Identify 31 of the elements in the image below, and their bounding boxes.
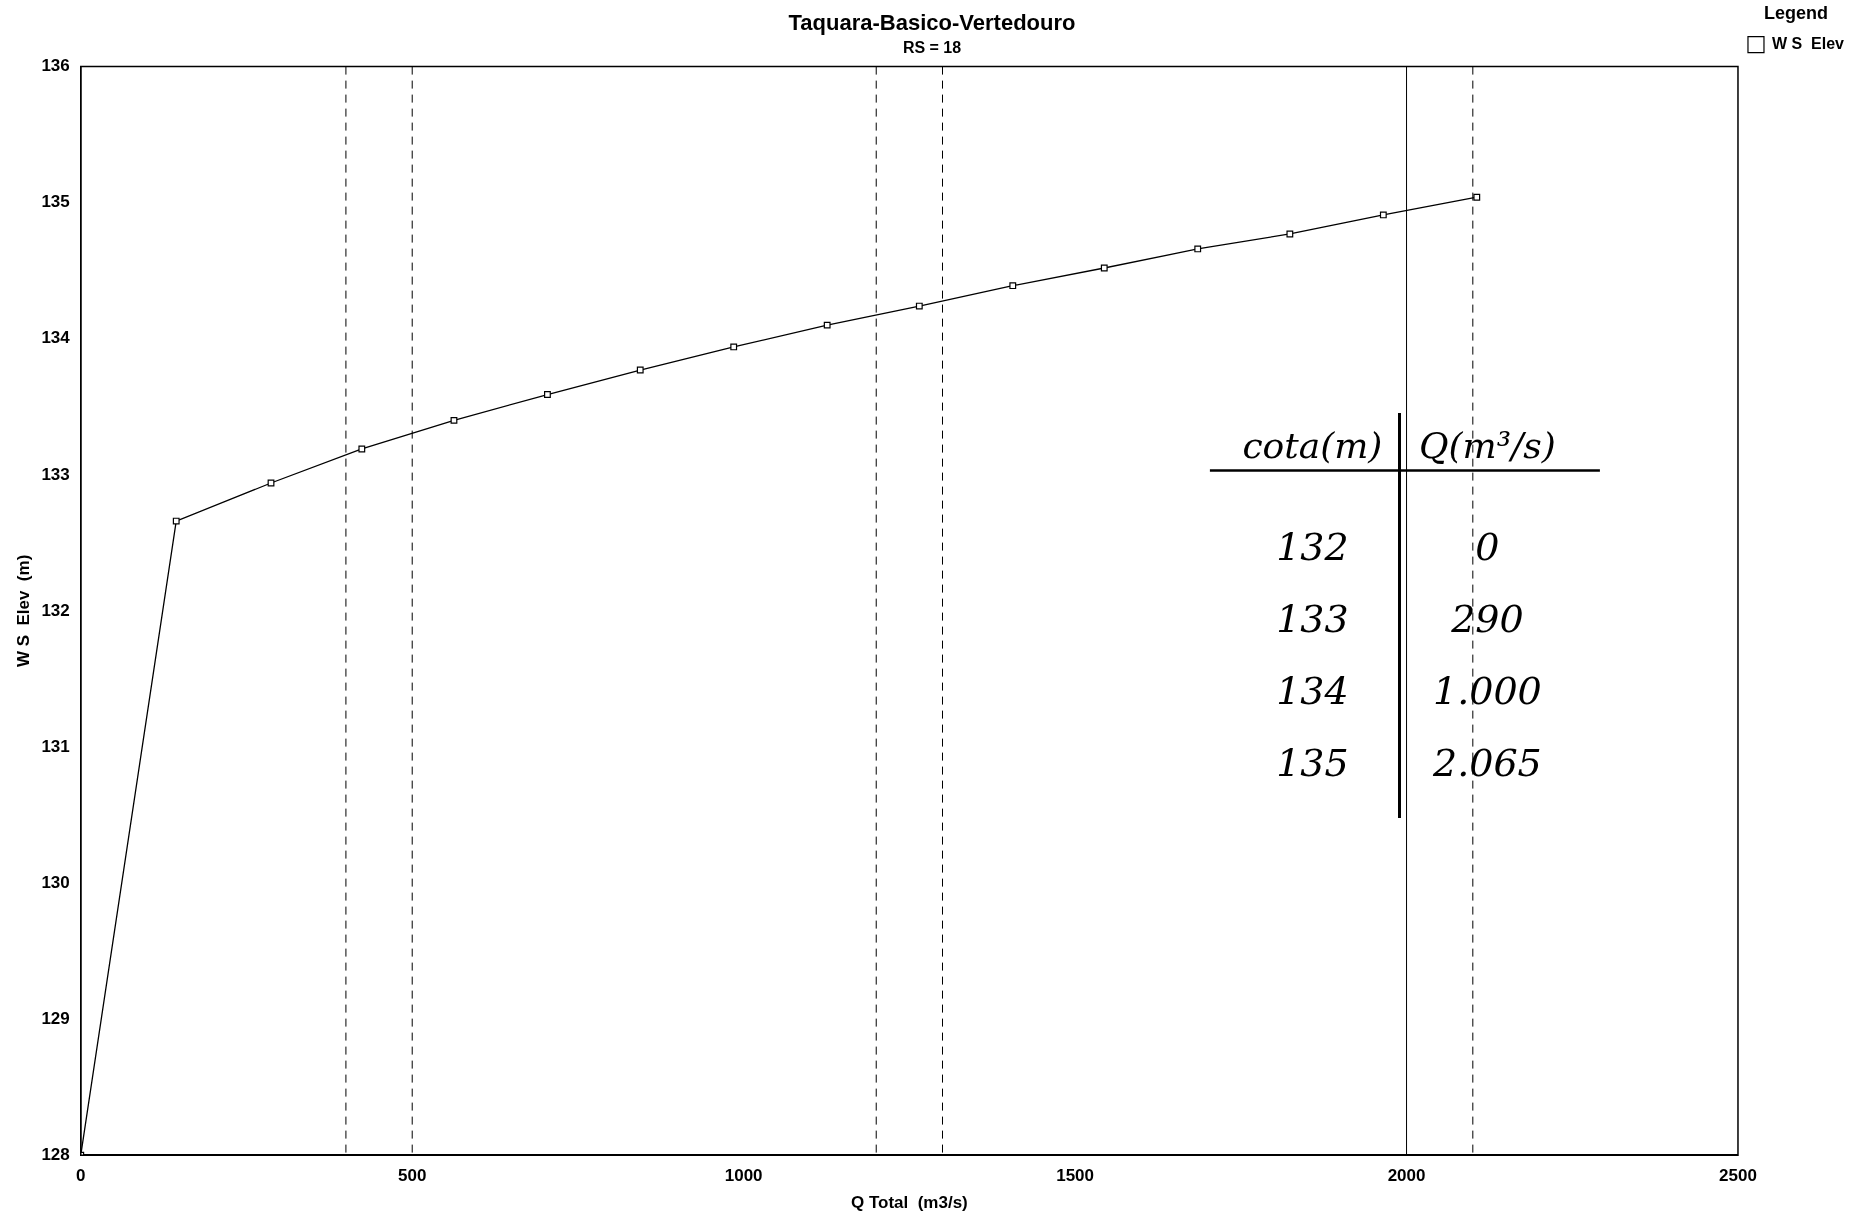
annotation: 132 <box>1276 525 1349 570</box>
y-tick-label: 130 <box>41 872 70 892</box>
y-tick-label: 133 <box>41 464 70 484</box>
x-tick-label: 0 <box>76 1166 86 1186</box>
chart-title: Taquara-Basico-Vertedouro <box>788 10 1076 36</box>
y-tick-label: 136 <box>41 56 70 76</box>
legend-title: Legend <box>1763 2 1828 23</box>
x-tick-label: 500 <box>398 1166 427 1186</box>
x-tick-label: 1000 <box>724 1166 763 1186</box>
annotation: 290 <box>1450 597 1524 642</box>
y-tick-label: 132 <box>41 600 70 620</box>
y-tick-label: 129 <box>41 1008 70 1028</box>
chart-subtitle: RS = 18 <box>902 39 962 57</box>
annotation: 135 <box>1276 741 1349 786</box>
legend-label: W S Elev <box>1771 35 1845 53</box>
x-tick-label: 2500 <box>1719 1166 1757 1186</box>
annotation: Q(m³/s) <box>1419 425 1556 467</box>
y-tick-label: 135 <box>41 192 70 212</box>
annotation: 2.065 <box>1432 741 1542 786</box>
annotation: 0 <box>1475 525 1500 570</box>
annotation: 133 <box>1276 597 1349 642</box>
x-tick-label: 2000 <box>1387 1166 1426 1186</box>
annotation: 134 <box>1276 669 1349 714</box>
annotation: 1.000 <box>1433 669 1542 714</box>
y-tick-label: 128 <box>41 1144 70 1164</box>
x-tick-label: 1500 <box>1056 1166 1095 1186</box>
x-axis-title: Q Total (m3/s) <box>850 1193 968 1213</box>
y-tick-label: 131 <box>41 736 70 756</box>
y-axis-title: W S Elev (m) <box>13 554 33 668</box>
annotation: cota(m) <box>1242 425 1383 467</box>
y-tick-label: 134 <box>41 328 71 348</box>
